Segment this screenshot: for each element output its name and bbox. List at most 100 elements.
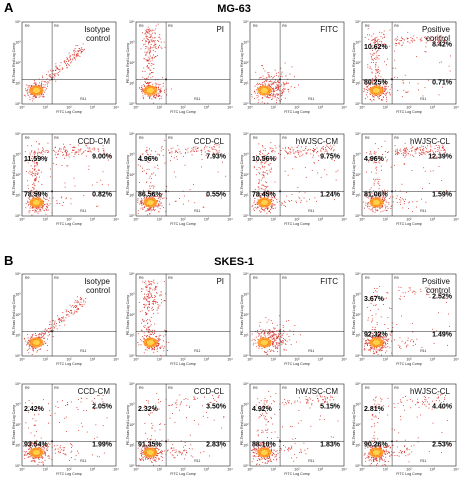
event-dot	[379, 185, 381, 187]
event-dot	[372, 207, 374, 209]
event-dot	[70, 203, 72, 205]
event-dot	[37, 163, 39, 165]
event-dot	[169, 152, 171, 154]
event-dot	[148, 40, 150, 42]
event-dot	[383, 81, 385, 83]
event-dot	[436, 330, 438, 332]
event-dot	[384, 336, 385, 338]
event-dot	[260, 196, 262, 198]
x-tick-label: 10²	[294, 106, 300, 110]
event-dot	[254, 90, 256, 92]
event-dot	[374, 48, 376, 50]
event-dot	[68, 154, 70, 156]
event-dot	[277, 86, 278, 88]
event-dot	[366, 335, 368, 337]
event-dot	[442, 146, 444, 148]
event-dot	[69, 153, 71, 155]
event-dot	[66, 310, 68, 312]
event-dot	[81, 153, 83, 155]
event-dot	[149, 41, 151, 43]
event-dot	[312, 156, 314, 158]
gate-label: R11	[194, 349, 200, 353]
event-dot	[141, 87, 143, 89]
event-dot	[54, 320, 56, 322]
event-dot	[367, 34, 368, 36]
event-dot	[264, 163, 266, 164]
event-dot	[367, 206, 368, 208]
event-dot	[433, 332, 435, 333]
y-axis-title: PE-Texas Red Log Comp	[12, 295, 16, 336]
event-dot	[369, 83, 371, 85]
event-dot	[54, 327, 55, 329]
event-dot	[373, 33, 375, 35]
event-dot	[38, 78, 40, 80]
event-dot	[56, 72, 58, 74]
event-dot	[159, 154, 160, 156]
event-dot	[32, 100, 34, 102]
event-dot	[446, 194, 448, 195]
event-dot	[149, 46, 151, 48]
event-dot	[61, 196, 63, 198]
event-dot	[260, 337, 262, 339]
event-dot	[284, 343, 286, 345]
event-dot	[52, 336, 54, 337]
x-tick-label: 10³	[90, 106, 96, 110]
event-dot	[143, 306, 145, 308]
event-dot	[260, 163, 262, 165]
event-dot	[371, 196, 373, 198]
event-dot	[62, 67, 64, 69]
event-dot	[273, 351, 275, 352]
x-axis-title: FITC Log Comp	[170, 222, 196, 226]
event-dot	[38, 335, 40, 337]
event-dot	[282, 92, 284, 93]
event-dot	[381, 204, 383, 206]
x-tick-label: 10⁰	[247, 218, 253, 222]
event-dot	[58, 74, 60, 76]
event-dot	[148, 56, 150, 58]
event-dot	[286, 340, 288, 342]
event-dot	[50, 76, 52, 78]
event-dot	[160, 195, 162, 197]
event-dot	[277, 89, 278, 91]
event-dot	[55, 452, 57, 454]
event-dot	[177, 145, 179, 147]
event-dot	[290, 148, 291, 150]
event-dot	[396, 195, 398, 197]
event-dot	[401, 45, 403, 46]
event-dot	[155, 25, 157, 27]
event-dot	[378, 84, 380, 86]
event-dot	[263, 149, 265, 151]
event-dot	[30, 447, 32, 449]
event-dot	[280, 329, 281, 330]
event-dot	[260, 187, 262, 189]
event-dot	[372, 196, 374, 198]
event-dot	[157, 347, 158, 349]
event-dot	[29, 99, 31, 101]
event-dot	[268, 169, 270, 171]
event-dot	[194, 150, 195, 152]
event-dot	[28, 86, 30, 88]
event-dot	[145, 335, 147, 337]
event-dot	[76, 305, 78, 307]
event-dot	[41, 81, 42, 83]
event-dot	[257, 339, 259, 340]
event-dot	[291, 66, 293, 68]
event-dot	[150, 288, 152, 290]
event-dot	[48, 204, 50, 206]
event-dot	[379, 31, 381, 33]
event-dot	[381, 42, 383, 44]
event-dot	[37, 464, 39, 465]
event-dot	[45, 332, 46, 334]
event-dot	[142, 208, 144, 210]
event-dot	[158, 200, 160, 202]
event-dot	[372, 348, 374, 350]
event-dot	[413, 341, 415, 343]
y-tick-label: 10⁰	[243, 102, 249, 106]
event-dot	[294, 156, 296, 157]
event-dot	[63, 143, 64, 145]
y-tick-label: 10¹	[15, 82, 21, 86]
x-tick-label: 10⁴	[113, 358, 119, 362]
y-tick-label: 10²	[129, 173, 135, 177]
event-dot	[47, 142, 49, 144]
event-dot	[394, 39, 396, 41]
